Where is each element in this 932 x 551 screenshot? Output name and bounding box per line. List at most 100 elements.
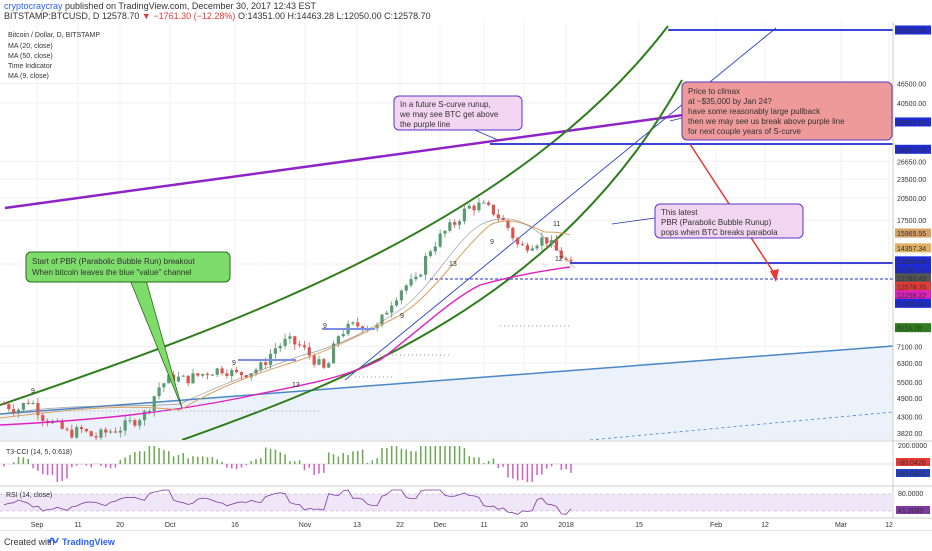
candle-body	[409, 279, 413, 286]
candle-body	[113, 431, 118, 433]
price-chart[interactable]: 9 9 13 9 9 13 9 12 11 Bitcoin / Dollar, D, BITST…	[0, 0, 932, 530]
candle-body	[239, 372, 244, 376]
annotation-s-curve-line2: we may see BTC get above	[399, 110, 499, 119]
candle-body	[94, 436, 98, 438]
price-tick: 3820.00	[897, 431, 922, 438]
down-arrow-icon: ▼	[141, 11, 151, 21]
candle-body	[559, 250, 563, 259]
time-tick: Mar	[835, 522, 848, 529]
candle-body	[273, 348, 277, 354]
ma-20-line	[0, 220, 571, 419]
candle-body	[205, 373, 210, 376]
candle-body	[472, 205, 476, 211]
price-tag-bg	[895, 228, 931, 238]
candle-body	[511, 227, 515, 239]
annotation-climax[interactable]: Price to climax at ~$35,000 by Jan 24? h…	[669, 81, 893, 141]
candle-body	[99, 429, 103, 438]
candle-count-label: 9	[232, 360, 236, 367]
symbol: BITSTAMP:BTCUSD, D	[4, 11, 100, 21]
candle-count-label: 9	[400, 313, 404, 320]
price-change: −1761.30 (−12.28%)	[153, 11, 236, 21]
candle-body	[399, 290, 403, 301]
candle-body	[133, 420, 137, 426]
candle-count-label: 13	[449, 261, 457, 268]
candle-body	[26, 402, 30, 404]
candle-body	[428, 251, 433, 256]
candle-count-label: 9	[31, 388, 35, 395]
time-tick: 16	[231, 522, 239, 529]
author-link[interactable]: cryptocraycray	[4, 1, 63, 11]
legend-ma50[interactable]: MA (50, close)	[8, 53, 53, 60]
price-tag-bg	[895, 323, 931, 333]
rsi-value: 41.3089	[898, 508, 923, 515]
annotation-s-curve-line1: In a future S-curve runup,	[400, 100, 491, 109]
candle-body	[341, 333, 345, 337]
candle-body	[235, 370, 239, 373]
candle-body	[520, 244, 525, 246]
candle-body	[535, 245, 539, 249]
price-tag: 68203.48	[897, 28, 926, 35]
time-tick: 11	[74, 522, 81, 529]
annotation-pbr-pop[interactable]: This latest PBR (Parabolic Bubble Runup)…	[611, 203, 804, 239]
candle-body	[336, 336, 340, 344]
candle-body	[201, 373, 205, 376]
candle-body	[496, 214, 500, 219]
value-channel-lower	[589, 411, 893, 440]
candle-body	[31, 403, 35, 405]
candle-body	[312, 355, 316, 365]
annotation-pbr-start-line2: When bitcoin leaves the blue "value" cha…	[32, 268, 192, 277]
candle-body	[142, 411, 147, 421]
legend-time-indicator[interactable]: Time Indicator	[8, 63, 53, 70]
price-tick: 46500.00	[897, 82, 926, 89]
candle-body	[244, 375, 248, 378]
legend-ma20[interactable]: MA (20, close)	[8, 43, 53, 50]
time-tick: Oct	[165, 522, 176, 529]
candle-body	[210, 374, 214, 376]
candle-body	[569, 259, 573, 262]
price-axis[interactable]: 68203.48 46500.00 40500.00 35334.00 29057.03…	[892, 22, 932, 518]
cci-value-1: -80.0426	[898, 460, 926, 467]
candle-body	[254, 369, 258, 374]
purple-trendline	[4, 111, 699, 210]
time-tick: 22	[396, 522, 404, 529]
price-tag: 14357.34	[897, 246, 926, 253]
time-tick: 11	[480, 522, 487, 529]
time-tick: Dec	[434, 522, 447, 529]
annotation-pbr-start[interactable]: Start of PBR (Parabolic Bubble Run) brea…	[25, 251, 231, 409]
candle-body	[225, 373, 229, 377]
candle-body	[123, 420, 127, 431]
time-axis[interactable]: Sep 11 20 Oct 16 Nov 13 22 Dec 11 20 2018 15 Feb 12 Mar…	[0, 517, 932, 529]
candle-body	[65, 428, 69, 430]
price-tag: 11395.00	[897, 301, 926, 308]
cci-pane[interactable]: T3-CCI (14, 5, 0.618) -80.0426 -80.0426 …	[0, 440, 932, 482]
created-with: Created with	[4, 537, 55, 547]
price-tag: 12760.45	[897, 276, 926, 283]
annotation-climax-line1: Price to climax	[688, 87, 740, 96]
ma-50-line	[0, 266, 571, 426]
time-tick: Sep	[31, 522, 44, 529]
price-tick: 20500.00	[897, 196, 926, 203]
price-tag-bg	[895, 281, 931, 291]
candle-body	[356, 322, 360, 327]
candle-body	[118, 430, 122, 433]
candle-count-label: 13	[292, 382, 300, 389]
price-tag: 8114.78	[897, 326, 922, 333]
candle-body	[477, 202, 481, 211]
candle-body	[298, 344, 302, 346]
price-tick: 6300.00	[897, 361, 922, 368]
candle-body	[249, 373, 253, 378]
rsi-pane[interactable]: RSI (14, close) 80.0000 41.3089	[0, 485, 932, 515]
tradingview-brand[interactable]: TradingView	[62, 537, 115, 547]
candle-body	[516, 238, 520, 245]
candle-body	[162, 383, 166, 388]
price-tick: 26650.00	[897, 159, 926, 166]
candle-body	[394, 300, 399, 306]
annotation-s-curve[interactable]: In a future S-curve runup, we may see BT…	[393, 95, 523, 141]
rsi-value-top: 80.0000	[898, 491, 923, 498]
candle-body	[278, 345, 282, 349]
legend-ma9[interactable]: MA (9, close)	[8, 73, 49, 80]
annotation-pbr-pop-line3: pops when BTC breaks parabola	[661, 228, 778, 237]
candle-body	[302, 345, 307, 348]
candle-body	[157, 387, 161, 397]
price-tag: 12782.11	[897, 267, 926, 274]
